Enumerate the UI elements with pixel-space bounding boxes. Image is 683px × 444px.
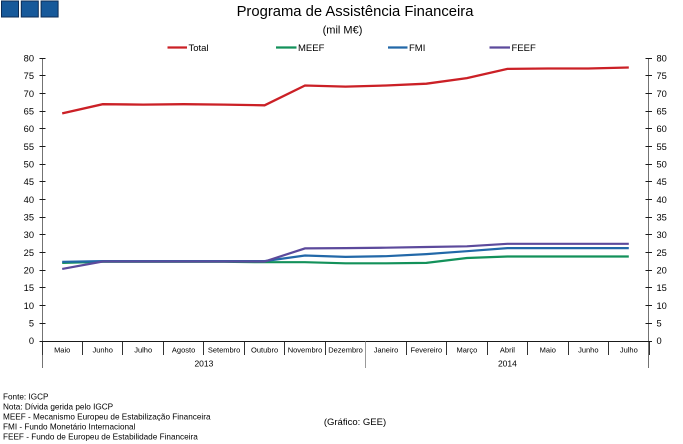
svg-text:70: 70 bbox=[657, 89, 667, 99]
svg-text:25: 25 bbox=[24, 248, 34, 258]
svg-text:Programa de Assistência Financ: Programa de Assistência Financeira bbox=[237, 4, 475, 20]
svg-text:55: 55 bbox=[657, 142, 667, 152]
svg-text:5: 5 bbox=[29, 319, 34, 329]
svg-text:40: 40 bbox=[657, 195, 667, 205]
svg-text:(Gráfico: GEE): (Gráfico: GEE) bbox=[324, 417, 386, 428]
svg-text:10: 10 bbox=[24, 301, 34, 311]
svg-text:45: 45 bbox=[24, 177, 34, 187]
svg-text:Janeiro: Janeiro bbox=[374, 346, 399, 355]
svg-text:Maio: Maio bbox=[54, 346, 70, 355]
svg-text:25: 25 bbox=[657, 248, 667, 258]
svg-text:(mil M€): (mil M€) bbox=[323, 25, 363, 37]
svg-text:Novembro: Novembro bbox=[288, 346, 323, 355]
svg-text:Nota: Dívida gerida pelo IGCP: Nota: Dívida gerida pelo IGCP bbox=[3, 403, 114, 412]
svg-text:75: 75 bbox=[657, 71, 667, 81]
svg-text:Dezembro: Dezembro bbox=[328, 346, 363, 355]
svg-text:MEEF - Mecanismo Europeu de Es: MEEF - Mecanismo Europeu de Estabilizaçã… bbox=[3, 413, 211, 422]
svg-text:50: 50 bbox=[24, 160, 34, 170]
svg-text:30: 30 bbox=[657, 230, 667, 240]
svg-text:Abril: Abril bbox=[500, 346, 515, 355]
svg-text:35: 35 bbox=[24, 213, 34, 223]
svg-text:Junho: Junho bbox=[92, 346, 112, 355]
svg-text:Total: Total bbox=[189, 43, 209, 54]
svg-text:20: 20 bbox=[24, 266, 34, 276]
svg-text:FEEF: FEEF bbox=[512, 43, 536, 54]
svg-text:15: 15 bbox=[657, 283, 667, 293]
svg-text:30: 30 bbox=[24, 230, 34, 240]
svg-text:0: 0 bbox=[29, 336, 34, 346]
svg-text:Julho: Julho bbox=[620, 346, 638, 355]
svg-text:65: 65 bbox=[24, 107, 34, 117]
svg-text:MEEF: MEEF bbox=[298, 43, 325, 54]
svg-text:2013: 2013 bbox=[194, 359, 213, 369]
svg-text:FEEF - Fundo de Europeu de Est: FEEF - Fundo de Europeu de Estabilidade … bbox=[3, 433, 198, 442]
svg-text:70: 70 bbox=[24, 89, 34, 99]
svg-text:FMI - Fundo Monetário Internac: FMI - Fundo Monetário Internacional bbox=[3, 423, 136, 432]
svg-text:55: 55 bbox=[24, 142, 34, 152]
svg-text:20: 20 bbox=[657, 266, 667, 276]
svg-text:15: 15 bbox=[24, 283, 34, 293]
svg-text:75: 75 bbox=[24, 71, 34, 81]
svg-text:Junho: Junho bbox=[578, 346, 598, 355]
svg-text:80: 80 bbox=[657, 54, 667, 64]
svg-text:Maio: Maio bbox=[540, 346, 556, 355]
svg-text:2014: 2014 bbox=[498, 359, 517, 369]
svg-text:10: 10 bbox=[657, 301, 667, 311]
svg-text:FMI: FMI bbox=[409, 43, 425, 54]
svg-text:45: 45 bbox=[657, 177, 667, 187]
svg-text:65: 65 bbox=[657, 107, 667, 117]
svg-text:5: 5 bbox=[657, 319, 662, 329]
svg-text:60: 60 bbox=[657, 124, 667, 134]
svg-text:Julho: Julho bbox=[134, 346, 152, 355]
svg-text:Fevereiro: Fevereiro bbox=[411, 346, 443, 355]
svg-text:50: 50 bbox=[657, 160, 667, 170]
svg-text:Fonte: IGCP: Fonte: IGCP bbox=[3, 393, 49, 402]
svg-text:40: 40 bbox=[24, 195, 34, 205]
svg-text:Agosto: Agosto bbox=[172, 346, 195, 355]
svg-text:0: 0 bbox=[657, 336, 662, 346]
svg-text:Março: Março bbox=[456, 346, 477, 355]
svg-text:60: 60 bbox=[24, 124, 34, 134]
svg-text:Outubro: Outubro bbox=[251, 346, 278, 355]
svg-text:Setembro: Setembro bbox=[208, 346, 241, 355]
svg-text:80: 80 bbox=[24, 54, 34, 64]
svg-text:35: 35 bbox=[657, 213, 667, 223]
